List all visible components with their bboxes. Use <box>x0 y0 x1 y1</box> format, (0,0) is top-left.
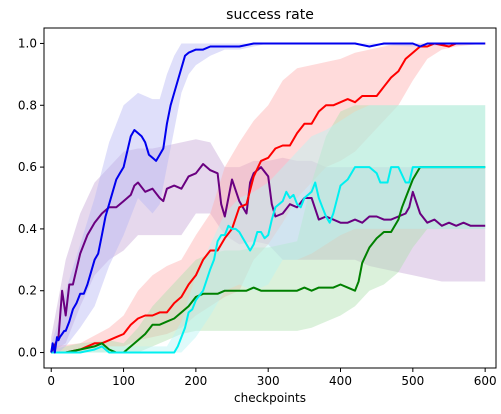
x-tick-label: 200 <box>184 374 207 388</box>
y-tick-label: 0.4 <box>18 222 37 236</box>
series-4-band <box>51 105 486 353</box>
series-5-line <box>50 42 486 354</box>
y-tick-label: 0.6 <box>18 160 37 174</box>
series-2-band <box>51 43 486 353</box>
x-tick-label: 0 <box>47 374 55 388</box>
y-tick-label: 0.8 <box>18 98 37 112</box>
x-tick-label: 100 <box>112 374 135 388</box>
series-lines <box>50 42 486 354</box>
series-1-band <box>51 139 486 353</box>
x-axis: 0 100 200 300 400 500 600 <box>47 368 497 388</box>
series-3-band <box>51 105 486 353</box>
series-2-line <box>51 42 486 354</box>
confidence-bands <box>51 43 486 353</box>
y-axis: 0.0 0.2 0.4 0.6 0.8 1.0 <box>18 36 44 360</box>
x-tick-label: 300 <box>257 374 280 388</box>
x-tick-label: 500 <box>401 374 424 388</box>
y-tick-label: 1.0 <box>18 36 37 50</box>
series-3-line <box>51 166 486 354</box>
plot-frame <box>43 27 497 369</box>
series-4-line <box>51 166 486 354</box>
y-tick-label: 0.2 <box>18 284 37 298</box>
x-tick-label: 600 <box>474 374 497 388</box>
x-axis-label: checkpoints <box>234 391 306 405</box>
series-5-band <box>51 43 486 353</box>
series-1-line <box>50 163 486 353</box>
x-tick-label: 400 <box>329 374 352 388</box>
y-tick-label: 0.0 <box>18 346 37 360</box>
chart-title: success rate <box>226 7 314 23</box>
